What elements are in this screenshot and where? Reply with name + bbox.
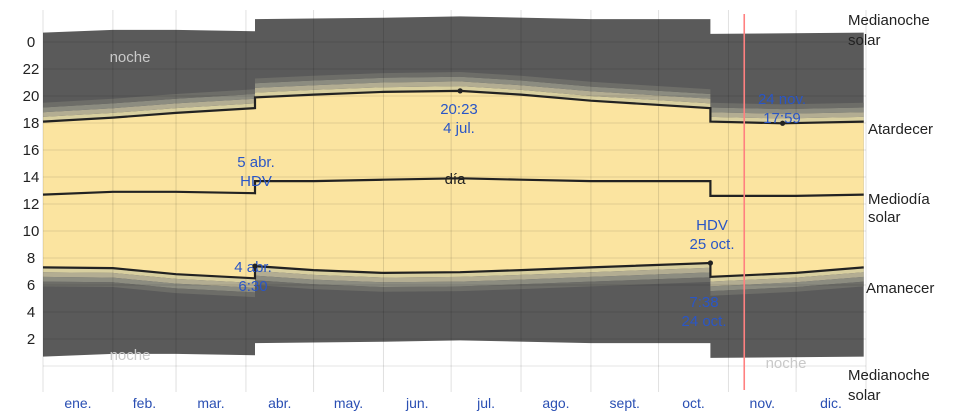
- y-tick-label-8: 8: [27, 250, 35, 267]
- right-label-noon-2: solar: [868, 209, 901, 226]
- series-line-sunrise: [42, 261, 864, 280]
- twilight-evening-2: [43, 81, 864, 119]
- x-tick-label-8: sept.: [610, 395, 640, 411]
- right-label-noon-1: Mediodía: [868, 191, 930, 208]
- x-tick-label-11: dic.: [820, 395, 842, 411]
- annotation-noche-bottom-left: noche: [110, 347, 151, 364]
- right-label-midnight-top-1: Medianoche: [848, 12, 930, 29]
- x-tick-label-3: abr.: [268, 395, 291, 411]
- marker-latest-sunset: [457, 88, 463, 94]
- annotation-sunrise-oct-time: 7:38: [689, 294, 718, 311]
- y-tick-label-9: 6: [27, 277, 35, 294]
- y-tick-label-6: 12: [23, 196, 40, 213]
- twilight-evening-4: [43, 72, 864, 110]
- x-tick-label-4: may.: [334, 395, 363, 411]
- twilight-evening-1: [43, 86, 864, 124]
- right-label-sunrise: Amanecer: [866, 280, 934, 297]
- annotation-earliest-sunset-time: 17:59: [763, 110, 801, 127]
- annotation-dst-end-date: 25 oct.: [689, 236, 734, 253]
- right-label-midnight-bottom-2: solar: [848, 387, 881, 404]
- y-tick-label-5: 14: [23, 169, 40, 186]
- marker-sunrise-apr: [252, 263, 258, 269]
- x-tick-label-10: nov.: [750, 395, 775, 411]
- annotation-noche-top-left: noche: [110, 49, 151, 66]
- annotation-latest-sunset-time: 20:23: [440, 101, 478, 118]
- annotation-sunrise-apr-time: 6:30: [238, 278, 267, 295]
- marker-sunrise-oct: [707, 260, 714, 266]
- y-tick-label-0: 0: [27, 34, 35, 51]
- y-tick-label-10: 4: [27, 304, 35, 321]
- x-tick-label-9: oct.: [682, 395, 705, 411]
- series-line-noon: [42, 177, 864, 197]
- twilight-morning-4: [43, 277, 864, 298]
- annotation-dst-start-label: HDV: [240, 173, 272, 190]
- annotation-dia: día: [445, 171, 467, 188]
- x-tick-label-6: jul.: [476, 395, 495, 411]
- annotation-earliest-sunset-date: 24 nov.: [758, 91, 806, 108]
- annotation-sunrise-oct-date: 24 oct.: [681, 313, 726, 330]
- marker-earliest-sunset: [779, 120, 786, 126]
- twilight-morning-3: [43, 272, 864, 293]
- twilight-evening-3: [43, 76, 864, 114]
- x-tick-label-1: feb.: [133, 395, 156, 411]
- day-area: [43, 90, 864, 279]
- right-label-midnight-bottom-1: Medianoche: [848, 367, 930, 384]
- right-label-midnight-top-2: solar: [848, 32, 881, 49]
- annotation-noche-bottom-right: noche: [766, 355, 807, 372]
- y-tick-label-7: 10: [23, 223, 40, 240]
- x-tick-label-7: ago.: [542, 395, 569, 411]
- y-tick-label-11: 2: [27, 331, 35, 348]
- right-label-sunset: Atardecer: [868, 121, 933, 138]
- y-tick-label-2: 20: [23, 88, 40, 105]
- y-tick-label-1: 22: [23, 61, 40, 78]
- series-line-sunset: [42, 89, 864, 125]
- x-tick-label-5: jun.: [405, 395, 429, 411]
- twilight-morning-2: [43, 267, 864, 288]
- annotation-dst-start-date: 5 abr.: [237, 154, 275, 171]
- x-tick-label-0: ene.: [64, 395, 91, 411]
- x-tick-label-2: mar.: [197, 395, 224, 411]
- annotation-latest-sunset-date: 4 jul.: [443, 120, 475, 137]
- y-tick-label-3: 18: [23, 115, 40, 132]
- annotation-dst-end-label: HDV: [696, 217, 728, 234]
- y-tick-label-4: 16: [23, 142, 40, 159]
